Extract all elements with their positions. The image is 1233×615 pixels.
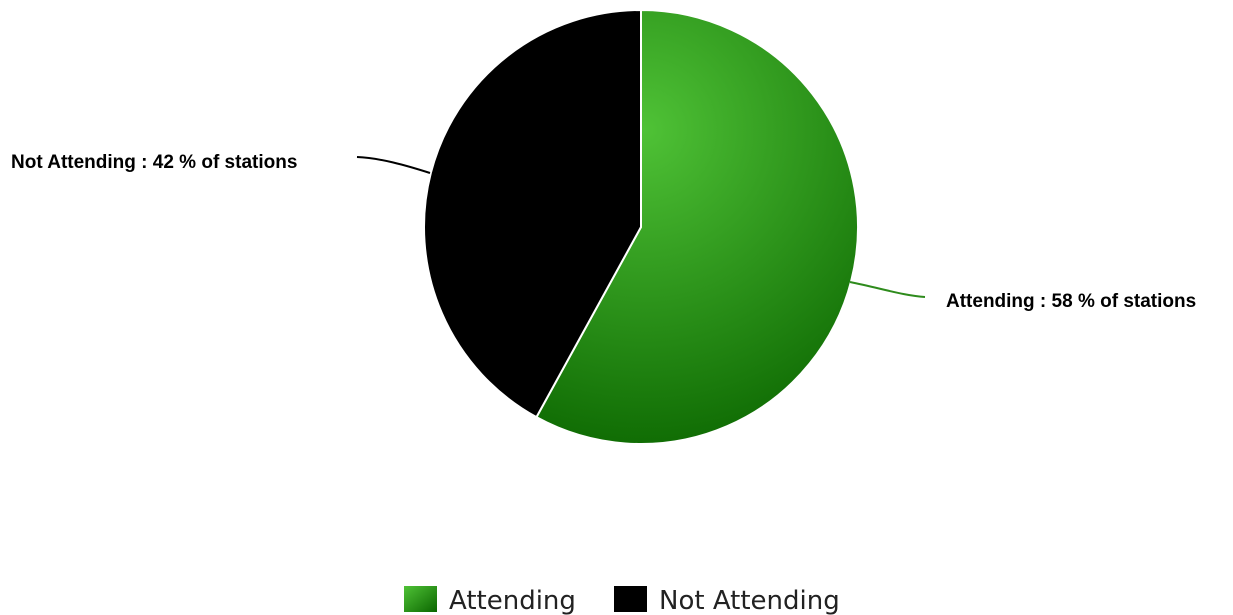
- legend-label-not-attending: Not Attending: [659, 586, 840, 615]
- data-label-attending: Attending : 58 % of stations: [946, 291, 1196, 312]
- pie-slice-attending[interactable]: [535, 8, 859, 445]
- legend-item-not-attending[interactable]: Not Attending: [614, 586, 840, 615]
- legend-swatch-attending: [404, 586, 437, 612]
- pie-slices: [422, 8, 859, 445]
- legend-label-attending: Attending: [449, 586, 576, 615]
- legend: Attending Not Attending: [404, 586, 840, 615]
- legend-swatch-not-attending: [614, 586, 647, 612]
- legend-item-attending[interactable]: Attending: [404, 586, 576, 615]
- pie-slice-not-attending[interactable]: [422, 8, 642, 419]
- leader-line-not-attending: [356, 156, 431, 174]
- data-label-not-attending: Not Attending : 42 % of stations: [11, 152, 297, 173]
- leader-line-attending: [849, 281, 926, 298]
